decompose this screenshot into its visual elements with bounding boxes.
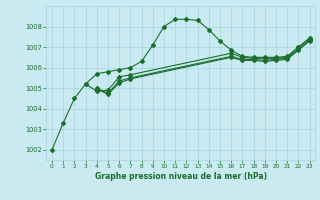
X-axis label: Graphe pression niveau de la mer (hPa): Graphe pression niveau de la mer (hPa) [95, 172, 267, 181]
